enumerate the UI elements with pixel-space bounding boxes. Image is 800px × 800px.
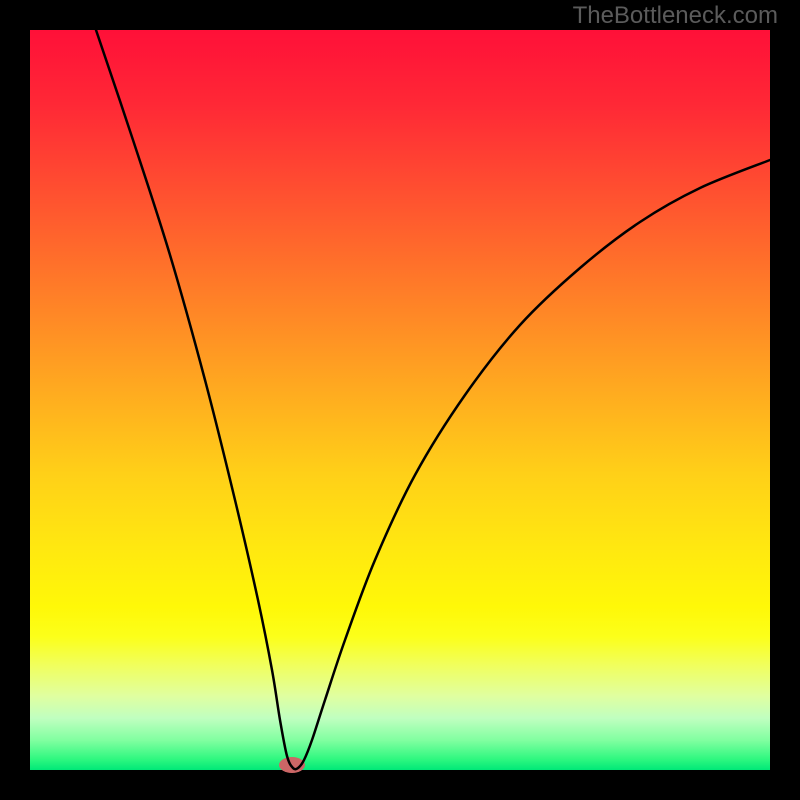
frame-border-bottom — [0, 770, 800, 800]
plot-gradient-rect — [30, 30, 770, 770]
frame-border-right — [770, 0, 800, 800]
chart-frame: TheBottleneck.com — [0, 0, 800, 800]
chart-overlay — [0, 0, 800, 800]
frame-border-left — [0, 0, 30, 800]
watermark-text: TheBottleneck.com — [573, 2, 778, 30]
